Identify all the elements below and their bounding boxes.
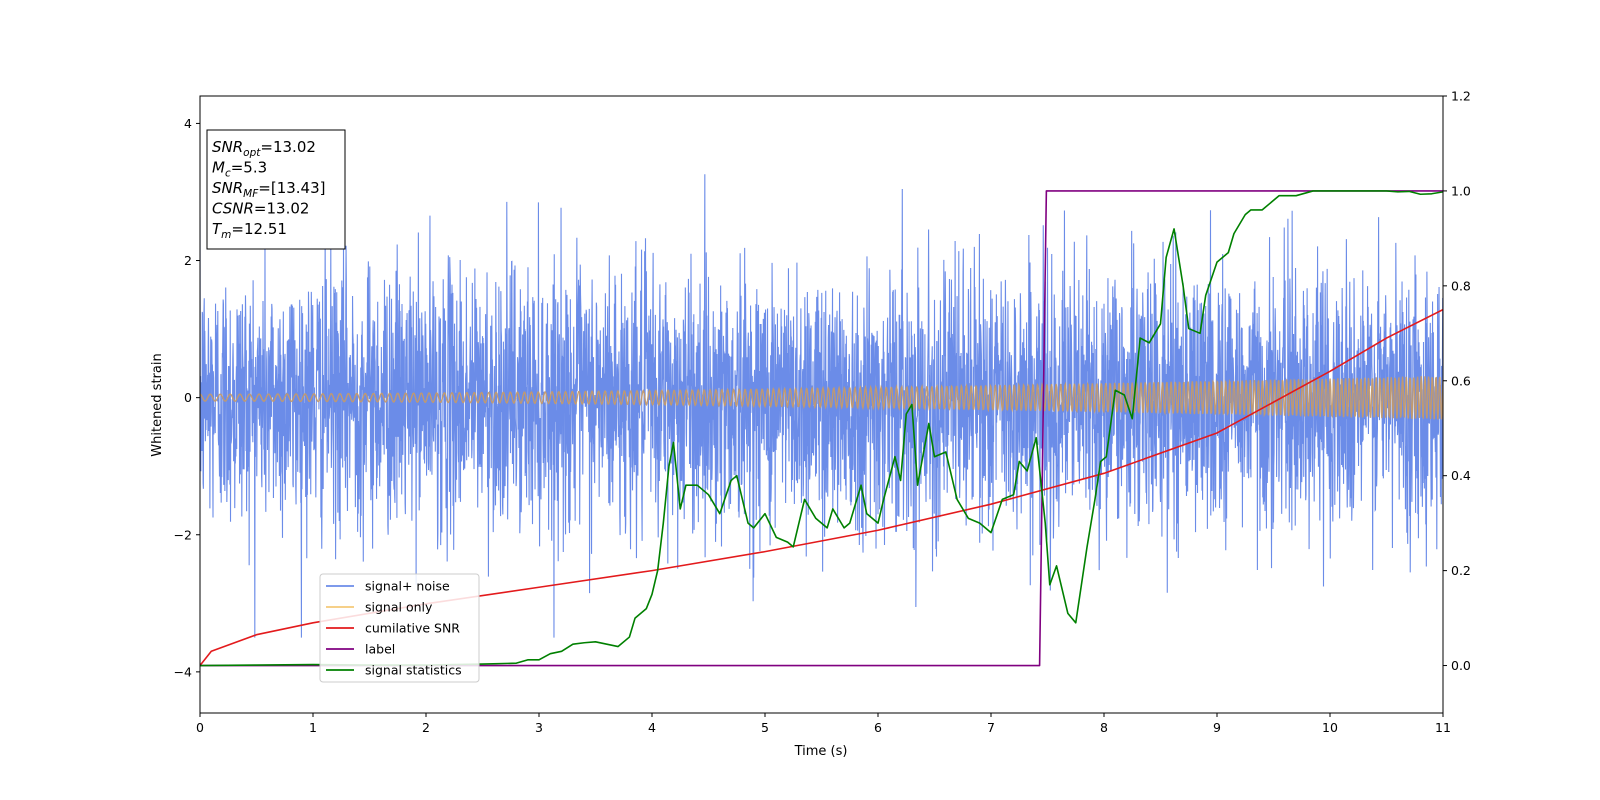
left-axis-label: Whitened strain	[150, 353, 165, 456]
plot-frame	[199, 95, 1444, 714]
right-tick-label: 0.8	[1451, 278, 1471, 293]
left-tick-label: 4	[184, 116, 192, 131]
x-tick-label: 5	[761, 720, 769, 735]
signal-only-line	[200, 376, 1443, 420]
right-axis-ticks: 1.2 1.0 0.8 0.6 0.4 0.2 0.0	[1443, 89, 1471, 673]
left-tick-label: −2	[174, 527, 192, 542]
x-tick-label: 7	[987, 720, 995, 735]
x-tick-label: 10	[1322, 720, 1338, 735]
info-box-frame	[206, 129, 346, 250]
right-tick-label: 1.2	[1451, 89, 1471, 104]
signal-only-series	[200, 376, 1443, 420]
x-tick-label: 0	[196, 720, 204, 735]
right-tick-label: 0.0	[1451, 658, 1471, 673]
info-box-line: SNRopt=13.02	[212, 138, 316, 159]
right-tick-label: 1.0	[1451, 183, 1471, 198]
x-tick-label: 2	[422, 720, 430, 735]
label-line	[200, 190, 1443, 667]
x-axis-label: Time (s)	[794, 744, 848, 759]
legend-label: signal+ noise	[365, 579, 450, 594]
legend-label: label	[365, 642, 395, 657]
x-tick-label: 4	[648, 720, 656, 735]
left-axis-ticks: 4 2 0 −2 −4	[174, 116, 200, 679]
right-tick-label: 0.4	[1451, 468, 1471, 483]
info-box-line: SNRMF=[13.43]	[212, 179, 326, 200]
left-tick-label: −4	[174, 664, 192, 679]
x-tick-label: 9	[1213, 720, 1221, 735]
left-tick-label: 0	[184, 390, 192, 405]
x-tick-label: 1	[309, 720, 317, 735]
x-tick-label: 6	[874, 720, 882, 735]
signal-statistics-line	[200, 190, 1443, 667]
x-tick-label: 3	[535, 720, 543, 735]
info-box-line: Mc=5.3	[212, 159, 267, 180]
cumilative-snr-line	[200, 308, 1443, 667]
right-tick-label: 0.2	[1451, 563, 1471, 578]
line-series-group	[200, 190, 1443, 667]
x-tick-label: 11	[1435, 720, 1451, 735]
legend-label: signal statistics	[365, 663, 462, 678]
left-tick-label: 2	[184, 253, 192, 268]
x-axis-ticks: 0 1 2 3 4 5 6 7 8 9 10 11	[196, 713, 1451, 735]
info-box: SNRopt=13.02Mc=5.3SNRMF=[13.43]CSNR=13.0…	[206, 129, 346, 250]
info-box-line: CSNR=13.02	[212, 200, 309, 218]
info-box-line: Tm=12.51	[212, 220, 287, 241]
legend: signal+ noise signal only cumilative SNR la…	[319, 573, 480, 683]
right-tick-label: 0.6	[1451, 373, 1471, 388]
legend-label: signal only	[365, 600, 433, 615]
x-tick-label: 8	[1100, 720, 1108, 735]
legend-label: cumilative SNR	[365, 621, 460, 636]
legend-frame	[319, 573, 480, 683]
